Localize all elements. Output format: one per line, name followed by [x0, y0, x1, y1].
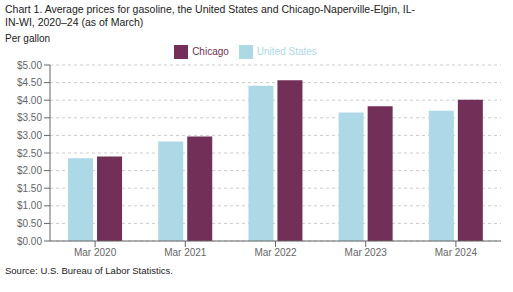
svg-text:$2.50: $2.50: [17, 148, 42, 159]
svg-text:$1.00: $1.00: [17, 200, 42, 211]
svg-text:$0.00: $0.00: [17, 236, 42, 247]
svg-text:Mar 2021: Mar 2021: [164, 247, 207, 258]
svg-text:$2.00: $2.00: [17, 165, 42, 176]
svg-text:$4.00: $4.00: [17, 95, 42, 106]
svg-text:Mar 2020: Mar 2020: [74, 247, 117, 258]
svg-text:$3.00: $3.00: [17, 130, 42, 141]
html-text:United States: United States: [256, 45, 317, 57]
svg-text:Mar 2023: Mar 2023: [345, 247, 388, 258]
svg-text:$4.50: $4.50: [17, 77, 42, 88]
svg-text:$1.50: $1.50: [17, 183, 42, 194]
svg-text:$5.00: $5.00: [17, 60, 42, 71]
svg-text:Mar 2022: Mar 2022: [254, 247, 297, 258]
html-text:Source: U.S. Bureau of Labor S: Source: U.S. Bureau of Labor Statistics.: [5, 265, 173, 276]
html-text:IN-WI, 2020–24 (as of March): IN-WI, 2020–24 (as of March): [5, 16, 144, 28]
html-text:Chicago: Chicago: [192, 45, 229, 57]
html-text:Per gallon: Per gallon: [5, 33, 50, 44]
svg-text:$0.50: $0.50: [17, 218, 42, 229]
svg-text:$3.50: $3.50: [17, 112, 42, 123]
html-text:Chart 1. Average prices for ga: Chart 1. Average prices for gasoline, th…: [5, 3, 416, 15]
svg-text:Mar 2024: Mar 2024: [435, 247, 478, 258]
